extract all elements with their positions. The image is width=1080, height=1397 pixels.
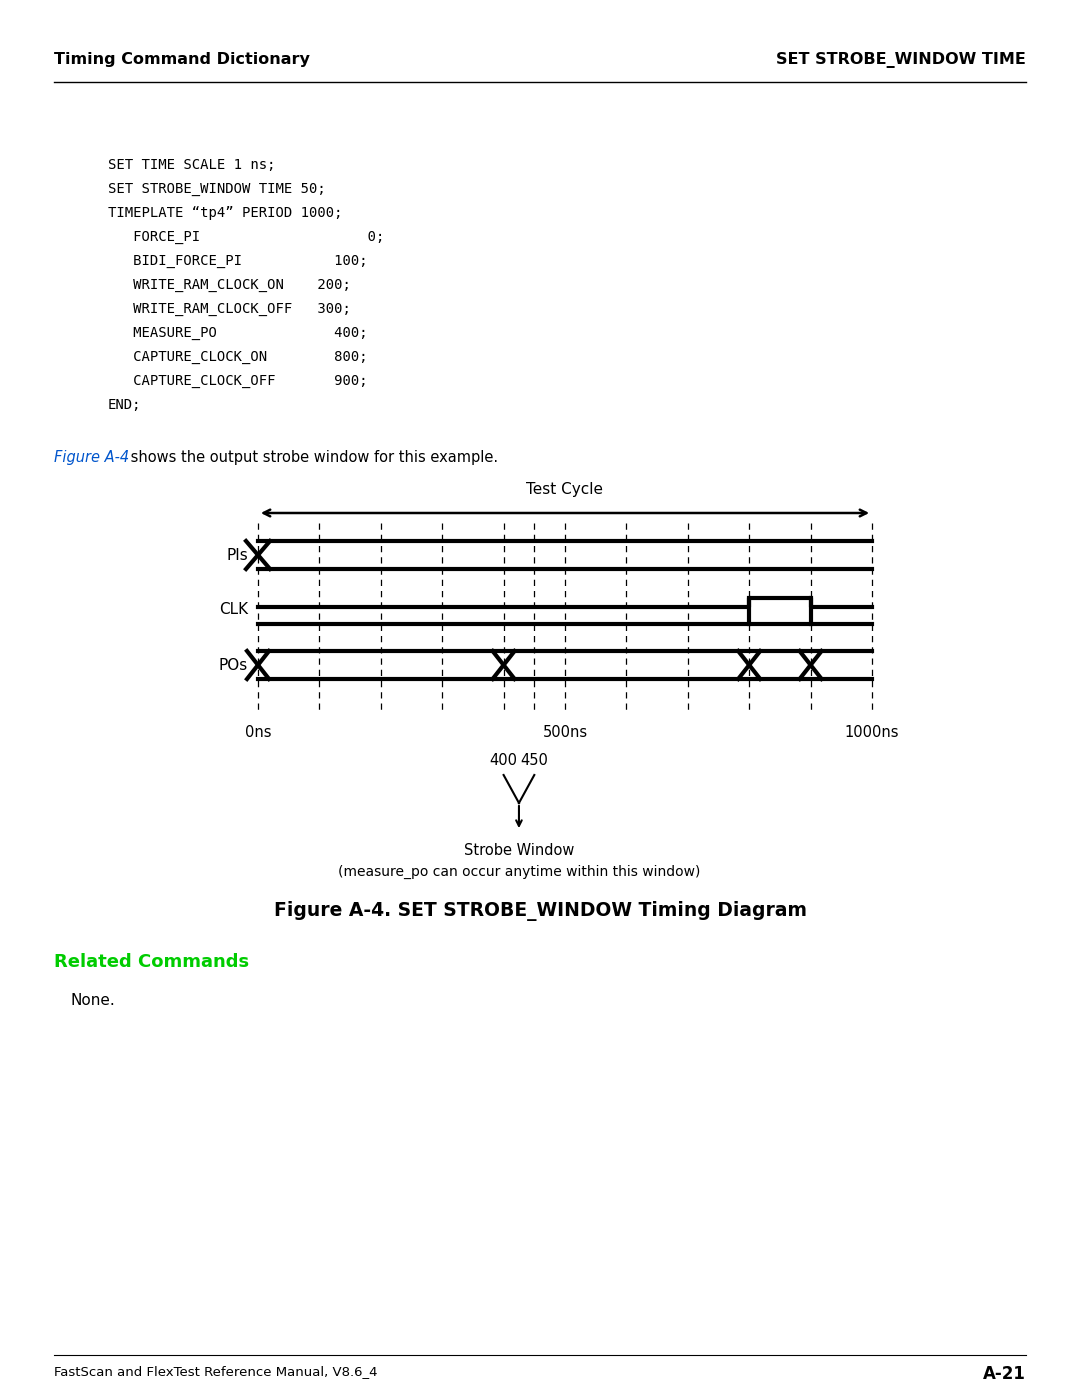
Text: Timing Command Dictionary: Timing Command Dictionary	[54, 52, 310, 67]
Text: WRITE_RAM_CLOCK_ON    200;: WRITE_RAM_CLOCK_ON 200;	[108, 278, 351, 292]
Text: 0ns: 0ns	[245, 725, 271, 740]
Text: FastScan and FlexTest Reference Manual, V8.6_4: FastScan and FlexTest Reference Manual, …	[54, 1365, 378, 1377]
Text: SET STROBE_WINDOW TIME 50;: SET STROBE_WINDOW TIME 50;	[108, 182, 326, 196]
Text: shows the output strobe window for this example.: shows the output strobe window for this …	[126, 450, 498, 465]
Text: TIMEPLATE “tp4” PERIOD 1000;: TIMEPLATE “tp4” PERIOD 1000;	[108, 205, 342, 219]
Text: BIDI_FORCE_PI           100;: BIDI_FORCE_PI 100;	[108, 254, 367, 268]
Text: Related Commands: Related Commands	[54, 953, 249, 971]
Text: FORCE_PI                    0;: FORCE_PI 0;	[108, 231, 384, 244]
Text: 450: 450	[521, 753, 549, 768]
Text: Strobe Window: Strobe Window	[463, 842, 575, 858]
Text: Figure A-4. SET STROBE_WINDOW Timing Diagram: Figure A-4. SET STROBE_WINDOW Timing Dia…	[273, 901, 807, 921]
Text: PIs: PIs	[226, 548, 248, 563]
Text: Figure A-4: Figure A-4	[54, 450, 130, 465]
Text: None.: None.	[70, 993, 114, 1009]
Text: SET TIME SCALE 1 ns;: SET TIME SCALE 1 ns;	[108, 158, 275, 172]
Text: CLK: CLK	[219, 602, 248, 617]
Text: 400: 400	[489, 753, 517, 768]
Text: CAPTURE_CLOCK_ON        800;: CAPTURE_CLOCK_ON 800;	[108, 351, 367, 365]
Text: Test Cycle: Test Cycle	[527, 482, 604, 497]
Text: 500ns: 500ns	[542, 725, 588, 740]
Text: CAPTURE_CLOCK_OFF       900;: CAPTURE_CLOCK_OFF 900;	[108, 374, 367, 388]
Text: A-21: A-21	[983, 1365, 1026, 1383]
Text: POs: POs	[219, 658, 248, 672]
Text: WRITE_RAM_CLOCK_OFF   300;: WRITE_RAM_CLOCK_OFF 300;	[108, 302, 351, 316]
Text: MEASURE_PO              400;: MEASURE_PO 400;	[108, 326, 367, 339]
Text: SET STROBE_WINDOW TIME: SET STROBE_WINDOW TIME	[777, 52, 1026, 68]
Text: 1000ns: 1000ns	[845, 725, 900, 740]
Text: (measure_po can occur anytime within this window): (measure_po can occur anytime within thi…	[338, 865, 700, 879]
Text: END;: END;	[108, 398, 141, 412]
